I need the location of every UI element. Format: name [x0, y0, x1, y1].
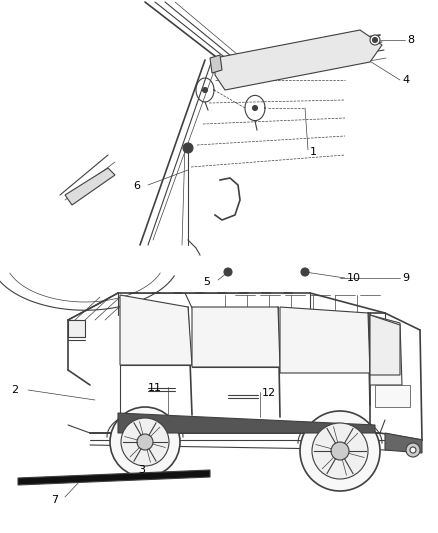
Text: 2: 2	[11, 385, 18, 395]
Polygon shape	[192, 307, 280, 367]
Text: 4: 4	[402, 75, 409, 85]
Circle shape	[372, 37, 378, 43]
Circle shape	[202, 87, 208, 93]
Polygon shape	[118, 413, 375, 433]
Polygon shape	[280, 307, 370, 373]
Circle shape	[137, 434, 153, 450]
Circle shape	[183, 143, 193, 153]
Text: 1: 1	[310, 147, 317, 157]
Circle shape	[110, 407, 180, 477]
Text: 5: 5	[203, 277, 210, 287]
Circle shape	[331, 442, 349, 460]
Polygon shape	[68, 320, 85, 337]
Circle shape	[224, 268, 232, 276]
Circle shape	[301, 268, 309, 276]
Polygon shape	[385, 433, 422, 453]
Circle shape	[300, 411, 380, 491]
Polygon shape	[215, 30, 382, 90]
Polygon shape	[120, 295, 192, 365]
Polygon shape	[18, 470, 210, 485]
Circle shape	[252, 106, 258, 110]
Circle shape	[121, 418, 169, 466]
Circle shape	[410, 447, 416, 453]
Text: 10: 10	[347, 273, 361, 283]
Text: 12: 12	[262, 388, 276, 398]
Polygon shape	[210, 55, 222, 73]
Text: 9: 9	[402, 273, 409, 283]
Text: 6: 6	[133, 181, 140, 191]
Polygon shape	[370, 315, 400, 375]
Bar	[375, 385, 410, 407]
Circle shape	[370, 35, 380, 45]
Circle shape	[312, 423, 368, 479]
Text: 11: 11	[148, 383, 162, 393]
Text: 3: 3	[138, 465, 145, 475]
Polygon shape	[370, 315, 402, 385]
Text: 8: 8	[407, 35, 414, 45]
Circle shape	[406, 443, 420, 457]
Text: 7: 7	[51, 495, 58, 505]
Polygon shape	[65, 168, 115, 205]
